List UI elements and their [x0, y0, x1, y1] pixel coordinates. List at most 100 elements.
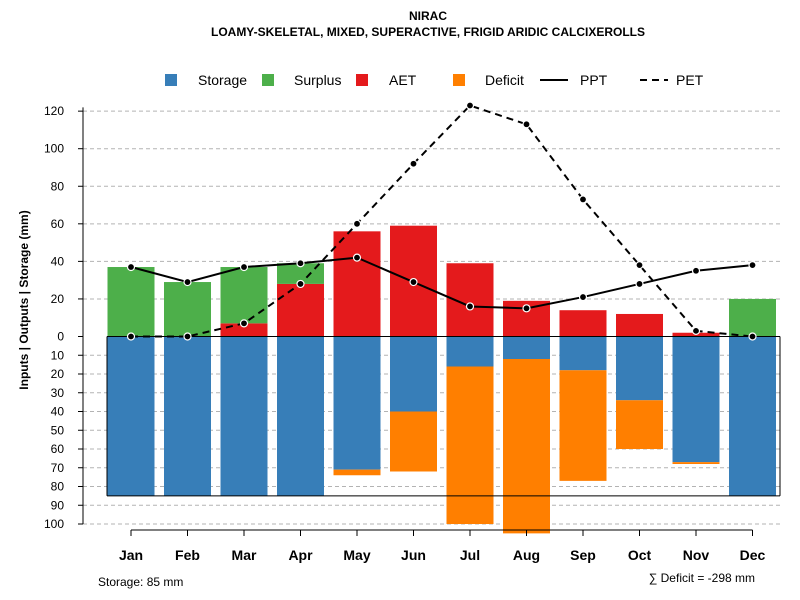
legend-label: AET — [389, 72, 417, 88]
deficit-bar — [333, 469, 381, 476]
legend-label: Surplus — [294, 72, 341, 88]
storage-bar — [277, 336, 324, 496]
y-tick-label: 10 — [51, 348, 65, 362]
y-tick-label: 70 — [51, 461, 65, 475]
deficit-bar — [503, 359, 550, 534]
x-tick-label: Feb — [175, 547, 200, 563]
aet-bar — [277, 283, 324, 337]
pet-point — [522, 120, 531, 129]
x-tick-label: Nov — [683, 547, 710, 563]
x-tick-label: Jun — [401, 547, 426, 563]
pet-point — [239, 319, 249, 328]
x-tick-label: Jul — [460, 547, 480, 563]
series-lines — [126, 101, 757, 341]
storage-bar — [220, 336, 268, 496]
legend-label: Deficit — [485, 72, 524, 88]
pet-point — [691, 326, 701, 335]
ppt-point — [522, 304, 531, 313]
legend-swatch — [262, 74, 274, 86]
y-tick-label: 90 — [51, 498, 65, 512]
storage-bar — [503, 336, 550, 359]
storage-bar — [559, 336, 607, 371]
x-tick-label: Jan — [119, 547, 143, 563]
reference-lines — [106, 336, 781, 497]
pet-point — [635, 261, 644, 270]
legend-label: PPT — [580, 72, 608, 88]
deficit-bar — [672, 462, 720, 464]
chart-subtitle: LOAMY-SKELETAL, MIXED, SUPERACTIVE, FRIG… — [211, 25, 645, 39]
surplus-bar — [277, 263, 324, 284]
pet-point — [748, 332, 757, 341]
ppt-point — [296, 259, 305, 268]
storage-bar — [107, 336, 155, 496]
storage-bar — [446, 336, 494, 367]
ppt-point — [465, 302, 475, 311]
storage-bar — [616, 336, 663, 401]
y-tick-label: 100 — [44, 142, 64, 156]
pet-point — [352, 219, 362, 228]
pet-point — [183, 332, 192, 341]
ppt-point — [239, 262, 249, 272]
legend-swatch — [453, 74, 465, 86]
storage-bar — [672, 336, 720, 463]
ppt-point — [748, 261, 757, 270]
y-axis: 0 20 40 60 80 100 120 10 20 30 40 50 60 70 80 90 100 — [44, 104, 84, 531]
pet-point — [409, 159, 418, 168]
x-tick-label: May — [343, 547, 370, 563]
storage-bar — [333, 336, 381, 470]
storage-bar — [390, 336, 437, 412]
legend-swatch — [356, 74, 368, 86]
ppt-point — [635, 279, 644, 289]
storage-bar — [164, 336, 211, 496]
pet-line — [131, 104, 753, 338]
y-tick-label: 60 — [51, 442, 65, 456]
pet-point — [296, 279, 305, 289]
legend: Storage Surplus AET Deficit PPT PET — [165, 72, 704, 88]
y-tick-label: 120 — [44, 104, 64, 118]
x-tick-label: Oct — [628, 547, 652, 563]
footer-storage: Storage: 85 mm — [98, 575, 183, 589]
y-tick-label: 30 — [51, 386, 65, 400]
ppt-point — [352, 253, 362, 262]
y-tick-label: 20 — [51, 292, 65, 306]
surplus-bar — [107, 267, 155, 337]
x-tick-label: Apr — [288, 547, 313, 563]
deficit-bar — [616, 400, 663, 449]
chart-title: NIRAC — [409, 9, 447, 23]
x-tick-label: Dec — [740, 547, 766, 563]
y-tick-label: 40 — [51, 254, 65, 268]
x-tick-label: Mar — [232, 547, 257, 563]
deficit-bar — [559, 370, 607, 481]
surplus-bar — [220, 267, 268, 324]
legend-label: PET — [676, 72, 704, 88]
x-axis: Jan Feb Mar Apr May Jun Jul Aug Sep Oct Nov Dec — [119, 529, 766, 563]
storage-bar — [729, 336, 776, 496]
ppt-point — [183, 277, 192, 287]
ppt-point — [578, 292, 588, 302]
aet-bar — [333, 231, 381, 337]
deficit-bar — [390, 411, 437, 472]
legend-label: Storage — [198, 72, 247, 88]
y-tick-label: 80 — [51, 179, 65, 193]
ppt-line — [130, 256, 753, 310]
y-tick-label: 20 — [51, 367, 65, 381]
x-tick-label: Sep — [570, 547, 596, 563]
y-tick-label: 0 — [57, 330, 64, 344]
y-tick-label: 60 — [51, 217, 65, 231]
ppt-point — [409, 277, 418, 287]
y-tick-label: 40 — [51, 405, 65, 419]
footer-deficit: ∑ Deficit = -298 mm — [649, 571, 755, 585]
surplus-bar — [164, 282, 211, 337]
pet-point — [465, 101, 475, 110]
ppt-point — [126, 262, 136, 272]
y-tick-label: 100 — [44, 517, 64, 531]
deficit-bar — [446, 366, 494, 524]
bars — [107, 225, 776, 534]
pet-point — [126, 332, 136, 341]
y-axis-label: Inputs | Outputs | Storage (mm) — [17, 210, 31, 389]
legend-swatch — [165, 74, 177, 86]
surplus-bar — [729, 298, 776, 337]
aet-bar — [616, 313, 663, 337]
y-tick-label: 50 — [51, 423, 65, 437]
